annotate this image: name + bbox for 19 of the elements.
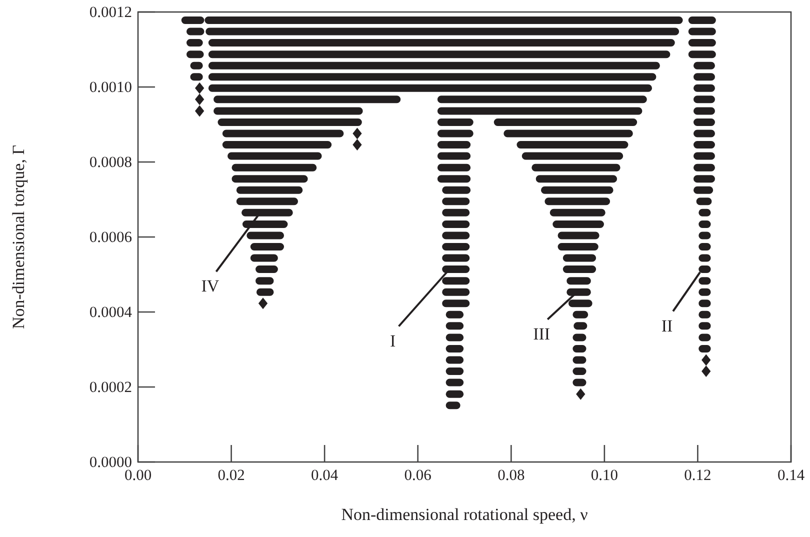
x-tick-label: 0.04 [311,467,338,484]
x-tick-label: 0.12 [684,467,712,484]
annotation: II [661,316,674,336]
annotation: III [533,324,550,344]
x-tick-label: 0.14 [777,467,805,484]
y-tick-label: 0.0010 [89,79,132,96]
y-tick-label: 0.0002 [89,379,132,396]
annotation: I [390,331,396,350]
y-tick-label: 0.0008 [89,154,132,171]
y-axis-title: Non-dimensional torque, Γ [9,144,28,330]
y-tick-label: 0.0012 [89,4,132,21]
x-tick-label: 0.06 [404,467,432,484]
x-tick-label: 0.10 [590,467,618,484]
y-tick-label: 0.0004 [89,304,132,321]
x-tick-label: 0.08 [498,467,525,484]
x-tick-label: 0.02 [218,467,245,484]
annotation: IV [201,276,220,296]
x-axis-title: Non-dimensional rotational speed, ν [341,505,588,524]
y-tick-label: 0.0006 [89,229,132,246]
